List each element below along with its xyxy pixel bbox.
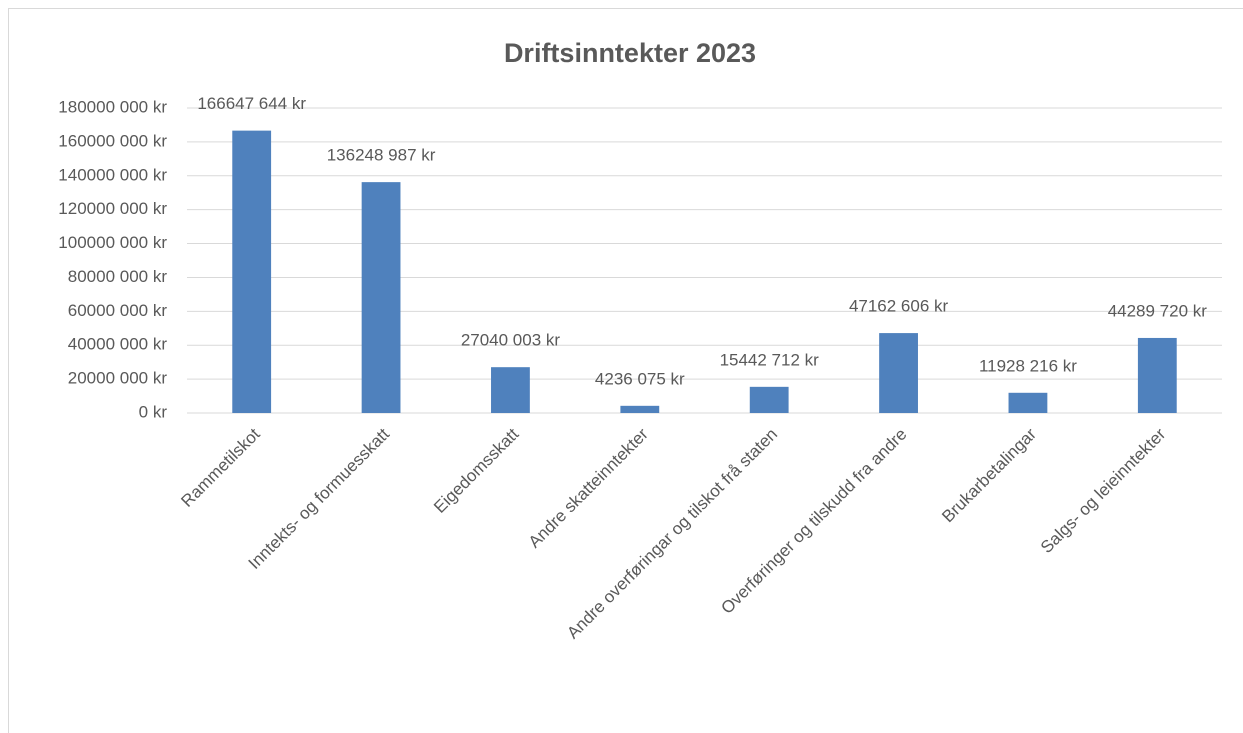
data-label: 136248 987 kr (327, 146, 436, 165)
y-tick-label: 60000 000 kr (68, 301, 168, 320)
data-label: 47162 606 kr (849, 297, 949, 316)
y-tick-label: 80000 000 kr (68, 267, 168, 286)
data-label: 44289 720 kr (1108, 301, 1208, 320)
data-label: 11928 216 kr (979, 356, 1077, 375)
chart-title: Driftsinntekter 2023 (504, 38, 756, 68)
y-tick-label: 120000 000 kr (58, 199, 167, 218)
bar (1008, 392, 1048, 413)
data-label: 166647 644 kr (197, 94, 306, 113)
bar (361, 182, 401, 413)
y-tick-label: 100000 000 kr (58, 233, 167, 252)
y-tick-label: 20000 000 kr (68, 369, 168, 388)
data-label: 27040 003 kr (461, 331, 561, 350)
data-label: 4236 075 kr (595, 369, 685, 388)
bar (232, 130, 272, 414)
y-tick-label: 40000 000 kr (68, 335, 168, 354)
y-tick-label: 0 kr (139, 402, 168, 421)
y-tick-label: 140000 000 kr (58, 165, 167, 184)
data-label: 15442 712 kr (720, 350, 820, 369)
y-tick-label: 180000 000 kr (58, 97, 167, 116)
bar (620, 405, 660, 413)
bar (1137, 337, 1177, 413)
bar (879, 333, 918, 413)
y-tick-label: 160000 000 kr (58, 131, 167, 150)
bar (491, 367, 530, 413)
chart-frame (8, 8, 1243, 733)
bar (749, 386, 789, 413)
